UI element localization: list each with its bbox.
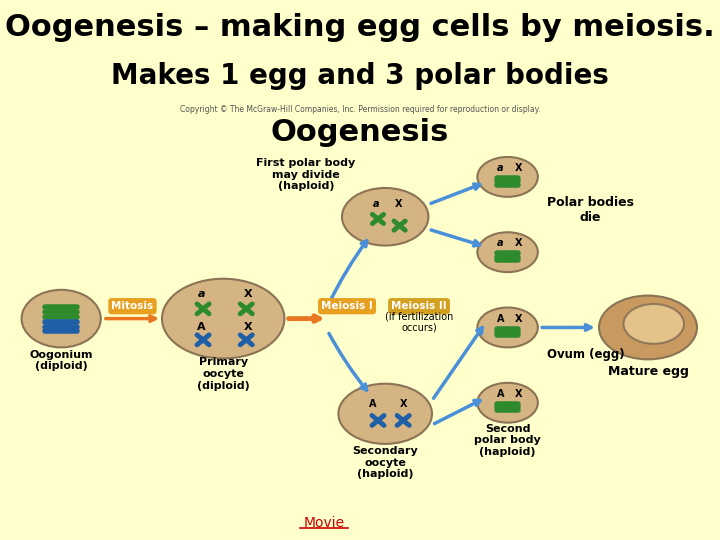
Ellipse shape [162,279,284,359]
Text: Meiosis II: Meiosis II [391,301,447,311]
Text: X: X [515,163,522,173]
Text: A: A [497,314,504,323]
Text: Mitosis: Mitosis [112,301,153,311]
Text: Mature egg: Mature egg [608,365,688,378]
Text: (if fertilization
occurs): (if fertilization occurs) [385,312,453,333]
Text: Oogenesis: Oogenesis [271,118,449,147]
Ellipse shape [477,307,538,347]
Ellipse shape [342,188,428,246]
Text: X: X [400,399,407,409]
Text: X: X [515,314,522,323]
Text: Makes 1 egg and 3 polar bodies: Makes 1 egg and 3 polar bodies [111,62,609,90]
Ellipse shape [22,290,101,347]
Text: X: X [244,322,253,332]
Text: Oogenesis – making egg cells by meiosis.: Oogenesis – making egg cells by meiosis. [5,13,715,42]
Text: Meiosis I: Meiosis I [321,301,373,311]
Text: a: a [198,289,205,299]
Text: Secondary
oocyte
(haploid): Secondary oocyte (haploid) [352,446,418,479]
Ellipse shape [624,304,684,344]
Text: Copyright © The McGraw-Hill Companies, Inc. Permission required for reproduction: Copyright © The McGraw-Hill Companies, I… [180,105,540,114]
Text: Polar bodies
die: Polar bodies die [547,196,634,224]
Text: A: A [369,399,376,409]
Ellipse shape [477,383,538,423]
Text: a: a [497,163,504,173]
Ellipse shape [338,384,432,444]
Text: Primary
oocyte
(diploid): Primary oocyte (diploid) [197,357,250,390]
Text: First polar body
may divide
(haploid): First polar body may divide (haploid) [256,158,356,191]
Text: a: a [373,199,380,210]
Text: a: a [497,238,504,248]
Text: A: A [497,389,504,399]
Text: Ovum (egg): Ovum (egg) [547,348,625,361]
Text: Second
polar body
(haploid): Second polar body (haploid) [474,424,541,457]
Ellipse shape [599,295,697,359]
Text: X: X [244,289,253,299]
Text: Movie: Movie [303,516,345,530]
Text: X: X [395,199,402,210]
Text: Oogonium
(diploid): Oogonium (diploid) [30,350,93,372]
Ellipse shape [477,157,538,197]
Text: X: X [515,238,522,248]
Text: X: X [515,389,522,399]
Ellipse shape [477,232,538,272]
Text: A: A [197,322,206,332]
